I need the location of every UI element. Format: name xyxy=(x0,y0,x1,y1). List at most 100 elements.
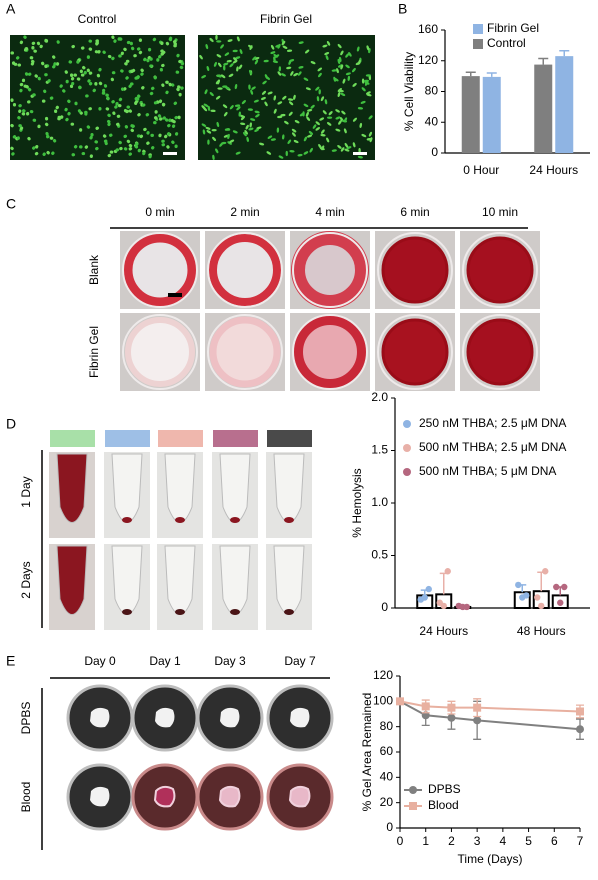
cell xyxy=(357,107,364,110)
cell xyxy=(44,122,49,127)
y-tick-label: 40 xyxy=(380,770,394,784)
cell xyxy=(172,40,177,44)
cell xyxy=(136,75,140,79)
y-tick-label: 120 xyxy=(418,53,438,67)
x-tick-label: 24 Hours xyxy=(529,163,578,177)
cell xyxy=(352,83,357,87)
cell xyxy=(340,147,345,152)
cell xyxy=(73,73,77,77)
cell xyxy=(168,118,172,123)
data-point xyxy=(576,707,584,716)
cell xyxy=(128,109,132,113)
pellet xyxy=(284,517,294,523)
cell xyxy=(206,130,212,134)
cell xyxy=(320,133,326,137)
cell xyxy=(217,79,220,85)
cell xyxy=(241,100,246,105)
cell xyxy=(248,127,254,131)
cell xyxy=(102,134,107,138)
panel-letter: A xyxy=(6,1,16,17)
cell xyxy=(342,78,346,84)
cell xyxy=(26,111,30,116)
well-rim xyxy=(377,314,453,390)
cell xyxy=(134,142,139,146)
cell xyxy=(133,54,137,58)
cell xyxy=(46,135,50,139)
cell xyxy=(340,64,344,70)
well-rim xyxy=(122,232,198,308)
cell xyxy=(151,146,155,150)
column-label: 4 min xyxy=(315,205,344,219)
cell xyxy=(107,122,111,127)
cell xyxy=(170,83,175,87)
x-tick-label: 1 xyxy=(422,834,429,848)
swatch xyxy=(267,430,312,447)
cell xyxy=(287,98,294,101)
cell xyxy=(356,46,360,52)
cell xyxy=(171,140,175,144)
data-point xyxy=(421,594,428,601)
cell xyxy=(229,105,234,110)
cell xyxy=(79,128,83,132)
cell xyxy=(118,140,122,145)
cell xyxy=(326,116,333,119)
cell xyxy=(161,139,165,143)
cell xyxy=(322,44,328,48)
cell xyxy=(227,141,232,145)
cell xyxy=(277,115,283,119)
scale-bar xyxy=(163,152,177,155)
data-point xyxy=(473,716,482,725)
cell xyxy=(270,138,276,141)
cell xyxy=(149,91,154,96)
cell xyxy=(71,153,76,157)
cell xyxy=(205,44,209,50)
cell xyxy=(128,143,133,148)
cell xyxy=(86,55,90,59)
x-tick-label: 6 xyxy=(551,834,558,848)
x-axis-label: Time (Days) xyxy=(458,852,523,866)
column-label: Day 3 xyxy=(214,654,246,668)
cell xyxy=(256,126,262,130)
y-tick-label: 0 xyxy=(431,145,438,159)
data-point xyxy=(515,581,522,589)
cell xyxy=(25,85,29,89)
cell xyxy=(34,74,38,78)
cell xyxy=(340,92,346,97)
cell xyxy=(178,59,182,64)
cell xyxy=(123,108,128,113)
cell xyxy=(159,67,164,72)
cell xyxy=(31,45,35,50)
cell xyxy=(164,118,169,122)
y-tick-label: 160 xyxy=(418,22,438,36)
pellet xyxy=(230,609,240,615)
x-tick-label: 24 Hours xyxy=(419,624,468,638)
cell xyxy=(347,75,351,81)
legend-marker xyxy=(403,468,411,476)
cell xyxy=(247,108,253,111)
data-point xyxy=(553,583,560,591)
cell xyxy=(96,73,101,78)
cell xyxy=(201,75,206,79)
x-tick-label: 48 Hours xyxy=(517,624,566,638)
well xyxy=(123,233,197,307)
cell xyxy=(306,116,311,121)
row-label: Fibrin Gel xyxy=(87,326,101,378)
cell xyxy=(293,73,299,77)
well xyxy=(381,318,449,386)
cell xyxy=(103,84,108,88)
cell xyxy=(240,115,245,121)
error-bar xyxy=(559,50,570,57)
cell xyxy=(166,145,170,149)
cell xyxy=(219,142,224,147)
cell xyxy=(273,53,278,58)
cell xyxy=(36,41,41,46)
cell xyxy=(126,139,131,144)
cell xyxy=(223,65,226,71)
cell xyxy=(254,59,259,65)
tube xyxy=(56,545,88,615)
cell xyxy=(141,103,146,107)
cell xyxy=(297,153,303,157)
cell xyxy=(337,88,342,92)
cell xyxy=(146,141,150,145)
